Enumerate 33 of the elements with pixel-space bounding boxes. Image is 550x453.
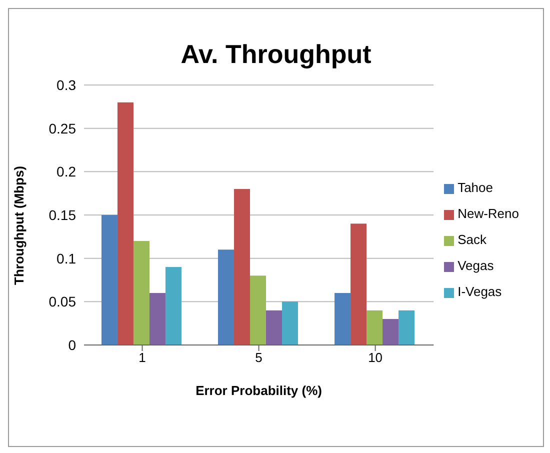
bar xyxy=(218,250,234,345)
bar xyxy=(366,310,383,345)
y-tick-label: 0.2 xyxy=(56,164,76,180)
bar xyxy=(350,224,367,345)
y-tick-label: 0.3 xyxy=(56,76,76,93)
bar xyxy=(382,319,399,345)
y-tick-label: 0 xyxy=(68,336,76,353)
bar xyxy=(282,302,298,345)
y-tick-label: 0.1 xyxy=(56,250,76,266)
y-tick-label: 0.25 xyxy=(48,120,76,136)
x-tick-label: 10 xyxy=(368,350,383,366)
legend-label: Sack xyxy=(458,232,486,247)
legend-label: Tahoe xyxy=(458,180,493,195)
x-tick-label: 1 xyxy=(138,350,146,366)
legend-label: Vegas xyxy=(458,258,494,273)
bar xyxy=(133,241,150,345)
y-axis-title: Throughput (Mbps) xyxy=(12,166,27,285)
bar xyxy=(101,215,118,345)
bar xyxy=(334,293,351,345)
bar xyxy=(149,293,166,345)
bar xyxy=(117,102,134,345)
y-tick-label: 0.15 xyxy=(48,206,76,223)
chart-title: Av. Throughput xyxy=(180,39,372,71)
x-axis-title: Error Probability (%) xyxy=(196,383,322,398)
bar xyxy=(165,267,182,345)
bar xyxy=(398,310,415,345)
x-tick-label: 5 xyxy=(255,350,262,366)
legend-label: New-Reno xyxy=(458,206,519,221)
bar xyxy=(234,189,250,345)
legend-label: I-Vegas xyxy=(458,284,502,299)
bar xyxy=(250,276,266,345)
bar xyxy=(266,310,282,345)
y-tick-label: 0.05 xyxy=(48,294,76,310)
